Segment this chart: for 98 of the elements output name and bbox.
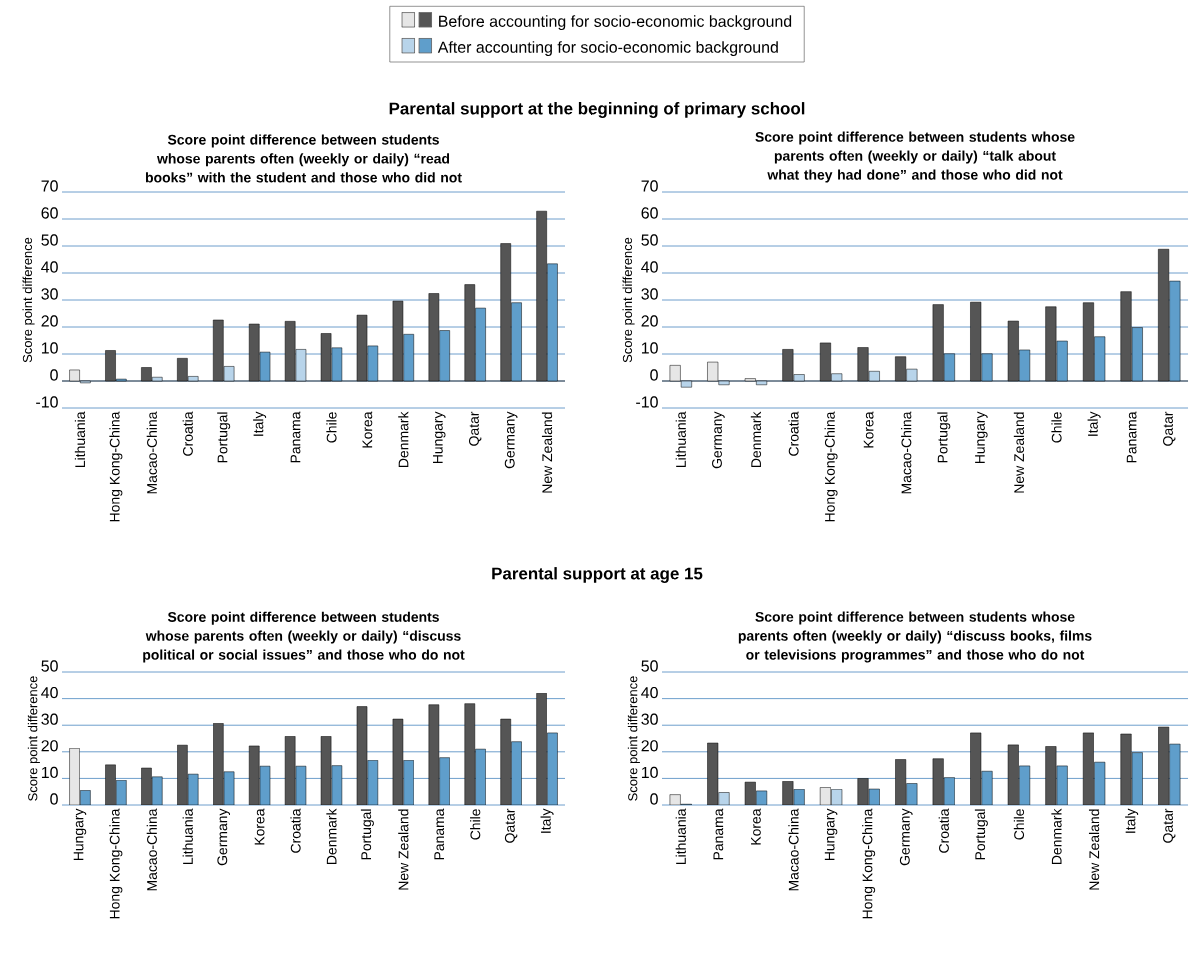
x-tick-label: Denmark <box>750 411 762 467</box>
chart-title: Score point difference between students whose parents often (weekly or daily) “talk about what they had done” and those who did not <box>755 131 1075 183</box>
x-tick-label: Panama <box>713 808 724 860</box>
x-tick-label: Korea <box>362 411 373 448</box>
y-tick-label: 30 <box>41 288 58 300</box>
x-tick-label: Qatar <box>1163 808 1176 843</box>
y-tick-label: 10 <box>41 342 58 354</box>
text: Parental support at age 15 <box>492 567 703 583</box>
y-tick-label: -10 <box>36 396 58 408</box>
x-tick-label: New Zealand <box>1088 809 1100 890</box>
x-tick-label: Lithuania <box>74 411 86 467</box>
y-tick-label: 30 <box>41 713 58 725</box>
x-tick-label: New Zealand <box>1013 412 1025 493</box>
x-tick-label: Croatia <box>290 808 301 853</box>
text: Parental support at the beginning of primary school <box>389 102 805 118</box>
x-tick-label: Italy <box>540 808 554 833</box>
y-tick-label: 40 <box>41 686 58 699</box>
x-tick-label: Hong Kong-China <box>862 808 876 919</box>
y-tick-label: 0 <box>50 793 58 805</box>
x-tick-label: Macao-China <box>146 411 157 494</box>
x-tick-label: Germany <box>899 808 913 866</box>
x-tick-label: New Zealand <box>541 412 553 493</box>
y-tick-label: 60 <box>641 207 658 219</box>
x-tick-label: Hong Kong-China <box>109 808 123 919</box>
y-tick-label: 70 <box>41 180 58 192</box>
y-tick-label: 0 <box>650 793 658 805</box>
x-tick-label: Chile <box>326 412 337 443</box>
y-tick-label: 20 <box>41 740 58 752</box>
y-tick-label: 50 <box>641 234 658 246</box>
y-tick-label: -10 <box>636 396 658 408</box>
x-tick-label: Korea <box>863 411 874 448</box>
x-tick-label: Hungary <box>975 411 988 464</box>
x-tick-label: Hungary <box>433 411 446 464</box>
x-tick-label: Macao-China <box>146 808 157 891</box>
x-tick-label: Portugal <box>937 412 951 463</box>
x-tick-label: Croatia <box>938 808 949 853</box>
y-tick-label: 70 <box>641 180 658 192</box>
x-tick-label: Hong Kong-China <box>824 411 838 522</box>
x-tick-label: Denmark <box>326 808 337 864</box>
x-tick-label: Qatar <box>1163 411 1176 446</box>
x-tick-label: Hungary <box>824 808 838 861</box>
x-tick-label: Chile <box>1013 809 1025 840</box>
y-axis-title: Score point difference <box>22 237 35 363</box>
x-tick-label: Denmark <box>1051 808 1062 864</box>
x-tick-label: Macao-China <box>901 411 912 494</box>
x-tick-label: Panama <box>434 808 445 860</box>
x-tick-label: Germany <box>217 808 230 866</box>
x-tick-label: Korea <box>254 808 265 845</box>
y-tick-label: 0 <box>650 369 658 381</box>
chart-title: Score point difference between students whose parents often (weekly or daily) “discuss political or social issues” and those who do not <box>143 611 465 663</box>
x-tick-label: Germany <box>504 411 518 469</box>
x-tick-label: Portugal <box>974 809 988 860</box>
x-tick-label: Italy <box>253 411 267 436</box>
y-tick-label: 10 <box>641 766 658 779</box>
x-tick-label: Korea <box>751 808 761 845</box>
x-tick-label: New Zealand <box>398 809 409 890</box>
y-tick-label: 40 <box>641 261 658 273</box>
x-tick-label: Panama <box>290 411 301 463</box>
y-tick-label: 50 <box>41 234 58 246</box>
x-tick-label: Croatia <box>182 411 193 456</box>
legend-label: After accounting for socio-economic background <box>437 41 778 57</box>
y-tick-label: 10 <box>41 766 58 779</box>
x-tick-label: Portugal <box>360 809 374 860</box>
x-tick-label: Germany <box>712 411 725 469</box>
x-tick-label: Lithuania <box>675 411 686 467</box>
legend-label: Before accounting for socio-economic background <box>439 15 792 31</box>
x-tick-label: Hong Kong-China <box>109 411 123 522</box>
x-tick-label: Portugal <box>217 412 231 463</box>
y-tick-label: 50 <box>41 660 58 672</box>
y-tick-label: 20 <box>641 315 658 327</box>
x-tick-label: Croatia <box>788 411 799 456</box>
x-tick-label: Macao-China <box>788 808 799 891</box>
x-tick-label: Lithuania <box>675 808 686 864</box>
y-axis-title: Score point difference <box>627 676 640 801</box>
y-axis-title: Score point difference <box>622 237 635 363</box>
chart-title: Score point difference between students whose parents often (weekly or daily) “discuss books, films or televisions programmes” and those who do not <box>738 611 1092 663</box>
y-tick-label: 50 <box>641 660 658 672</box>
x-tick-label: Hungary <box>73 808 87 861</box>
x-tick-label: Italy <box>1125 808 1139 833</box>
x-tick-label: Qatar <box>504 808 518 843</box>
x-tick-label: Panama <box>1126 411 1137 463</box>
y-tick-label: 30 <box>641 713 658 725</box>
x-tick-label: Chile <box>1051 412 1062 443</box>
y-tick-label: 40 <box>641 686 658 699</box>
x-tick-label: Qatar <box>468 411 482 446</box>
y-axis-title: Score point difference <box>27 676 40 801</box>
x-tick-label: Chile <box>470 809 481 840</box>
y-tick-label: 30 <box>641 288 658 300</box>
x-tick-label: Denmark <box>398 411 409 467</box>
y-tick-label: 60 <box>41 207 58 219</box>
y-tick-label: 20 <box>641 740 658 752</box>
x-tick-label: Lithuania <box>182 808 193 864</box>
y-tick-label: 20 <box>41 315 58 327</box>
y-tick-label: 10 <box>641 342 658 354</box>
x-tick-label: Italy <box>1087 411 1101 436</box>
y-tick-label: 40 <box>41 261 58 273</box>
chart-title: Score point difference between students whose parents often (weekly or daily) “read books” with the student and those who did not <box>145 134 462 183</box>
y-tick-label: 0 <box>50 369 58 381</box>
